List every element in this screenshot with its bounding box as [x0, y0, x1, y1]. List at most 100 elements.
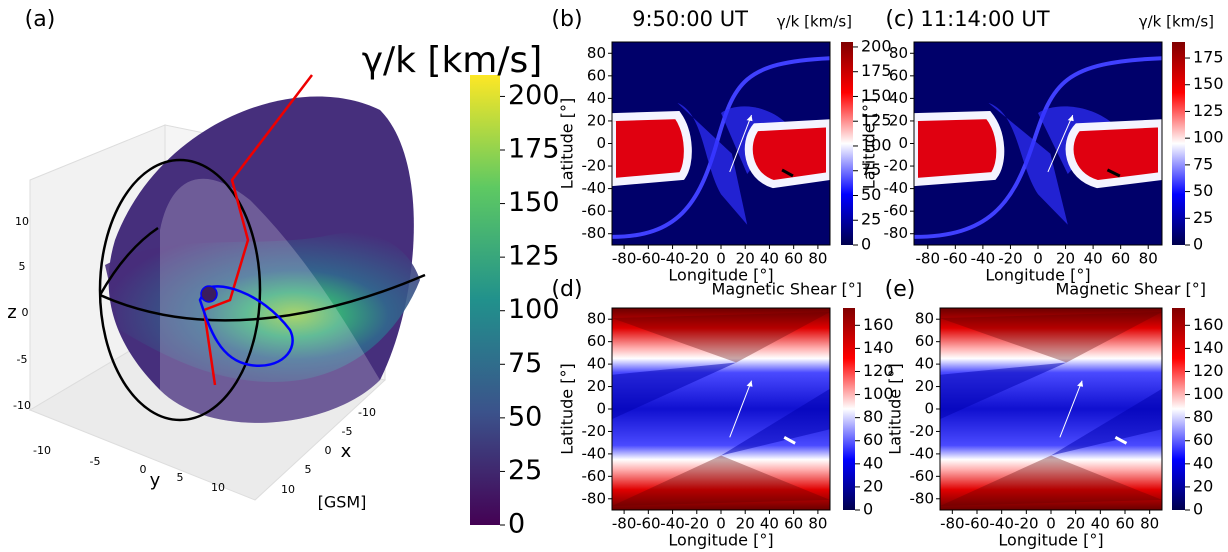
x-tick-label: -20 — [685, 250, 710, 268]
field-blob — [1065, 119, 1162, 189]
field-wedge — [612, 455, 830, 506]
colorbar-tick-label: 100 — [1193, 384, 1224, 403]
axis-tick-label: 0 — [140, 463, 147, 476]
field-arrowhead — [1077, 380, 1084, 387]
colorbar-label: Magnetic Shear [°] — [1056, 280, 1206, 299]
y-tick-label: 0 — [924, 400, 934, 418]
x-tick-label: 80 — [1140, 515, 1159, 533]
colorbar-tick-label: 175 — [861, 61, 892, 80]
y-tick-label: -20 — [582, 422, 607, 440]
y-tick-label: 60 — [587, 66, 606, 84]
panel-label: (d) — [551, 277, 582, 302]
axis-tick-label: 0 — [22, 306, 29, 319]
x-tick-label: -80 — [940, 515, 965, 533]
colorbar-tick-label: 150 — [1193, 74, 1224, 93]
field-halo — [988, 102, 1068, 225]
x-tick-label: -40 — [660, 515, 685, 533]
x-tick-label: 80 — [808, 515, 827, 533]
field-segment — [783, 435, 796, 445]
field-segment — [1106, 168, 1121, 178]
colorbar-tick-label: 120 — [863, 361, 894, 380]
x-axis-label: Longitude [°] — [985, 266, 1090, 285]
field-arrow — [1047, 114, 1074, 173]
axis-tick-label: -10 — [358, 406, 376, 419]
colorbar-tick-label: 100 — [508, 294, 560, 325]
colorbar-tick-label: 20 — [1193, 476, 1213, 495]
colorbar-label: γ/k [km/s] — [362, 40, 543, 81]
panel-title: 11:14:00 UT — [920, 7, 1049, 31]
colorbar-tick-label: 20 — [863, 476, 883, 495]
colorbar-tick-label: 50 — [861, 185, 881, 204]
colorbar-tick-label: 75 — [508, 348, 542, 379]
colorbar-tick-label: 40 — [863, 453, 883, 472]
colorbar-tick-label: 125 — [508, 241, 560, 272]
colorbar-tick-label: 160 — [1193, 315, 1224, 334]
heatmap-field — [914, 42, 1162, 245]
colorbar-tick-label: 75 — [1193, 154, 1213, 173]
colorbar-tick-label: 25 — [861, 210, 881, 229]
y-tick-label: -80 — [884, 224, 909, 242]
heatmap-field — [612, 308, 830, 510]
colorbar-tick-label: 50 — [1193, 181, 1213, 200]
y-tick-label: 60 — [587, 332, 606, 350]
colorbar-tick-label: 75 — [861, 160, 881, 179]
field-blob — [744, 119, 830, 189]
x-axis-label: Longitude [°] — [668, 266, 773, 285]
y-tick-label: 40 — [587, 89, 606, 107]
axis-tick-label: -5 — [342, 425, 353, 438]
x-tick-label: 0 — [716, 250, 726, 268]
colorbar — [1172, 308, 1185, 510]
colorbar-tick-label: 60 — [1193, 430, 1213, 449]
y-tick-label: 60 — [915, 332, 934, 350]
colorbar-tick-label: 100 — [1193, 128, 1224, 147]
field-wedge — [721, 388, 830, 456]
field-wedge — [940, 362, 1067, 420]
colorbar-tick-label: 50 — [508, 401, 542, 432]
x-tick-label: 0 — [1033, 250, 1043, 268]
field-wedge — [612, 362, 737, 420]
axis-tick-label: -10 — [13, 399, 31, 412]
y-tick-label: -40 — [582, 179, 607, 197]
colorbar-tick-label: 25 — [1193, 208, 1213, 227]
colorbar-tick-label: 60 — [863, 430, 883, 449]
colorbar — [470, 75, 500, 525]
x-tick-label: 40 — [760, 515, 779, 533]
panel-label: (b) — [551, 7, 582, 32]
y-tick-label: -60 — [582, 467, 607, 485]
x-tick-label: 40 — [1084, 250, 1103, 268]
colorbar-tick-label: 160 — [863, 315, 894, 334]
axis-label: y — [150, 470, 161, 491]
y-tick-label: -60 — [582, 202, 607, 220]
field-arrowhead — [746, 380, 753, 387]
x-tick-label: -60 — [965, 515, 990, 533]
y-tick-label: 20 — [915, 377, 934, 395]
panel-label: (a) — [25, 7, 56, 32]
y-tick-label: 80 — [587, 44, 606, 62]
x-axis-label: Longitude [°] — [668, 531, 773, 550]
axis-tick-label: 5 — [19, 260, 26, 273]
panel-label: (c) — [885, 7, 914, 32]
axis-label: x — [341, 441, 352, 462]
axis-tick-label: 10 — [281, 483, 295, 496]
x-tick-label: 20 — [1066, 515, 1085, 533]
field-arrowhead — [746, 115, 753, 122]
colorbar — [843, 308, 855, 510]
y-tick-label: -40 — [884, 179, 909, 197]
field-arrow — [729, 380, 752, 438]
y-tick-label: 20 — [889, 111, 908, 129]
y-tick-label: -20 — [910, 422, 935, 440]
y-axis-label: Latitude [°] — [860, 98, 879, 189]
x-axis-label: Longitude [°] — [998, 531, 1103, 550]
axis-tick-label: 5 — [177, 471, 184, 484]
y-tick-label: 0 — [596, 400, 606, 418]
colorbar-tick-label: 200 — [861, 36, 892, 55]
y-tick-label: -20 — [582, 157, 607, 175]
y-tick-label: 40 — [889, 89, 908, 107]
field-blob — [612, 111, 692, 187]
colorbar-tick-label: 125 — [1193, 101, 1224, 120]
x-tick-label: 20 — [736, 250, 755, 268]
colorbar-tick-label: 125 — [861, 111, 892, 130]
field-segment — [781, 168, 794, 178]
x-tick-label: -60 — [943, 250, 968, 268]
